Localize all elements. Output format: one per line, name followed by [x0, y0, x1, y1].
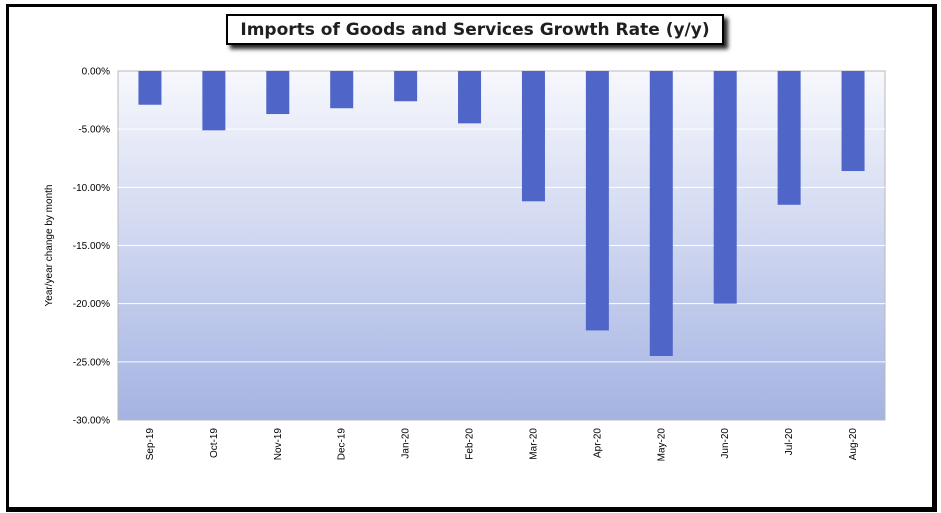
bar-feb-20 [458, 71, 482, 124]
bar-apr-20 [585, 71, 609, 331]
x-tick-label: Oct-19 [209, 428, 220, 458]
y-tick-label: -5.00% [78, 125, 110, 136]
chart-title-text: Imports of Goods and Services Growth Rat… [240, 19, 710, 40]
x-tick-label: Feb-20 [465, 428, 476, 460]
bar-jul-20 [777, 71, 801, 205]
bar-jun-20 [713, 71, 737, 304]
x-tick-label: Jun-20 [720, 428, 731, 459]
x-tick-label: Jul-20 [784, 428, 795, 456]
bar-aug-20 [841, 71, 865, 172]
bar-oct-19 [202, 71, 226, 131]
x-tick-label: Apr-20 [592, 428, 603, 458]
x-tick-label: Jan-20 [401, 428, 412, 459]
y-tick-label: -30.00% [73, 416, 110, 427]
bar-mar-20 [521, 71, 545, 202]
bar-jan-20 [394, 71, 418, 102]
y-tick-label: -20.00% [73, 299, 110, 310]
chart-title: Imports of Goods and Services Growth Rat… [226, 14, 724, 45]
y-axis-label: Year/year change by month [44, 185, 55, 307]
y-tick-label: -15.00% [73, 241, 110, 252]
bar-dec-19 [330, 71, 354, 109]
x-tick-label: Mar-20 [528, 428, 539, 460]
x-tick-label: May-20 [656, 428, 667, 462]
x-tick-label: Nov-19 [273, 428, 284, 461]
y-tick-label: 0.00% [82, 67, 110, 78]
y-tick-label: -25.00% [73, 357, 110, 368]
x-tick-label: Sep-19 [145, 428, 156, 461]
x-tick-label: Aug-20 [848, 428, 859, 461]
bar-may-20 [649, 71, 673, 357]
bar-sep-19 [138, 71, 162, 105]
x-tick-label: Dec-19 [337, 428, 348, 461]
y-tick-label: -10.00% [73, 183, 110, 194]
bar-nov-19 [266, 71, 290, 115]
